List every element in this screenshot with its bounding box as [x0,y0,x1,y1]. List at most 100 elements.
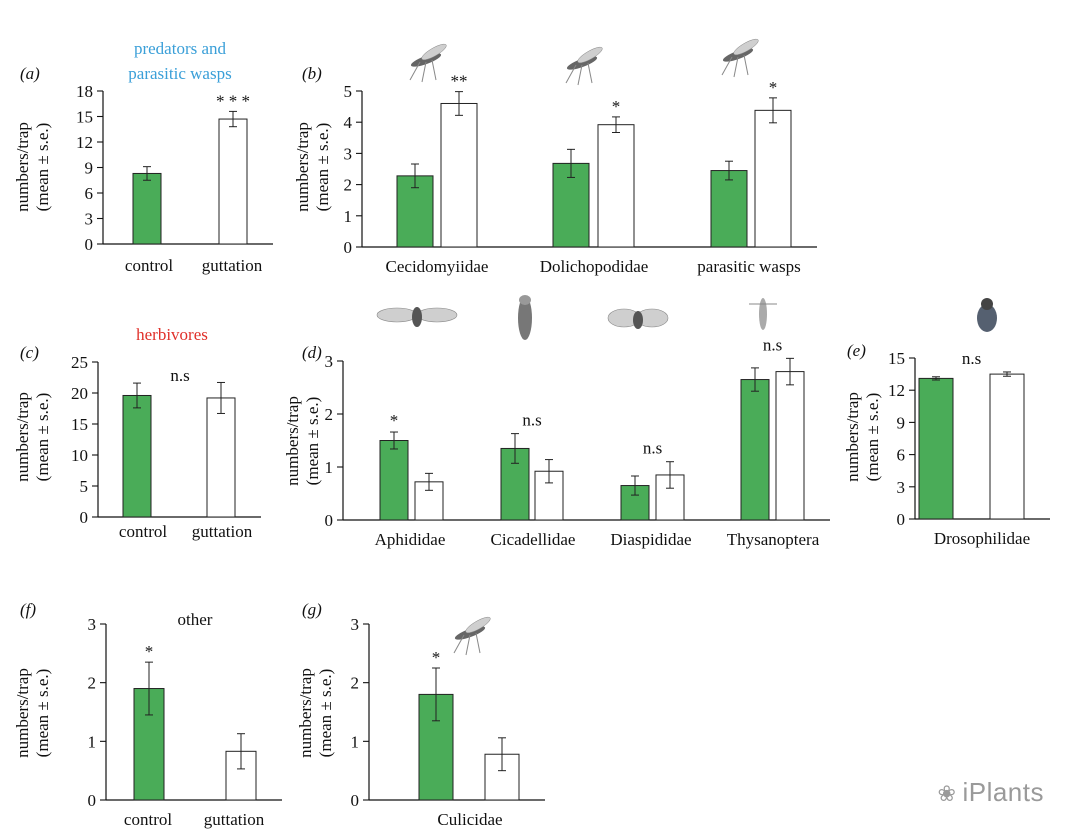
panel-f: (f) other 0 1 2 3 numbers/trap(mean ± s.e.) * co… [13,600,282,829]
leg [431,59,437,81]
bar-guttation [206,397,236,518]
category-label: Drosophilidae [934,529,1030,548]
y-tick-label: 0 [897,510,906,529]
bar-control [132,172,162,245]
category-label: control [125,256,173,275]
leg [453,634,465,654]
y-tick-label: 3 [897,478,906,497]
significance-label: * [432,648,441,667]
panel-label: (g) [302,600,322,619]
wing-left [376,307,418,323]
y-axis-label-line: numbers/trap [283,396,302,486]
panel-heading: herbivores [136,325,208,344]
panel-heading: predators and [134,39,227,58]
bar-guttation [989,373,1025,520]
bar-control [379,440,409,521]
head [981,298,993,310]
panel-label: (d) [302,343,322,362]
wechat-logo-icon: ❀ [937,781,957,806]
mosquito-icon [453,616,491,656]
y-tick-label: 3 [351,615,360,634]
wing [733,38,759,56]
y-axis-label-line: numbers/trap [13,122,32,212]
panel-label: (b) [302,64,322,83]
watermark: ❀ iPlants [938,777,1044,808]
body [518,296,532,340]
y-axis-label: numbers/trap(mean ± s.e.) [13,392,52,482]
category-label: Culicidae [437,810,502,829]
category-label: Dolichopodidae [540,257,649,276]
y-axis-label: numbers/trap(mean ± s.e.) [13,122,52,212]
gall-midge-icon [409,43,447,83]
panel-heading: parasitic wasps [128,64,231,83]
significance-label: * [145,642,154,661]
scale-insect-icon [607,308,669,329]
leg [465,634,471,656]
y-tick-label: 15 [888,349,905,368]
leg [475,632,481,654]
y-tick-label: 9 [85,159,94,178]
y-axis-label-line: (mean ± s.e.) [313,123,332,212]
y-tick-label: 2 [351,674,360,693]
y-tick-label: 10 [71,446,88,465]
y-axis-label-line: numbers/trap [13,668,32,758]
y-axis-label-line: (mean ± s.e.) [33,669,52,758]
panel-label: (c) [20,343,39,362]
leg [733,56,739,78]
significance-label: * [769,78,778,97]
significance-label: n.s [962,349,981,368]
leg [409,61,421,81]
panel-label: (a) [20,64,40,83]
y-tick-label: 3 [85,210,94,229]
y-tick-label: 1 [325,458,334,477]
significance-label: * [390,411,399,430]
panel-e: (e) 0 3 6 9 12 15 numbers/trap(mean ± s.e.) n.s D… [843,298,1050,548]
body [977,304,997,332]
wing [577,46,603,64]
y-axis-label: numbers/trap(mean ± s.e.) [843,392,882,482]
y-tick-label: 2 [344,176,353,195]
significance-label: * * * [216,91,250,110]
y-tick-label: 1 [351,732,360,751]
leg [577,64,583,86]
significance-label: ** [451,72,468,91]
y-tick-label: 5 [80,477,89,496]
y-tick-label: 0 [85,235,94,254]
panel-heading: other [178,610,213,629]
y-tick-label: 15 [71,415,88,434]
category-label: Cicadellidae [491,530,576,549]
y-tick-label: 18 [76,82,93,101]
y-tick-label: 3 [325,352,334,371]
category-label: Diaspididae [610,530,691,549]
y-tick-label: 12 [76,133,93,152]
y-axis-label-line: (mean ± s.e.) [316,669,335,758]
bar-control [122,394,152,518]
long-legged-fly-icon [565,46,603,86]
bar-guttation [775,371,805,521]
wing-right [416,307,458,323]
y-tick-label: 0 [344,238,353,257]
watermark-text: iPlants [962,777,1044,807]
y-axis-label-line: numbers/trap [296,668,315,758]
bar-guttation [597,124,635,248]
body [759,298,767,330]
significance-label: n.s [522,411,541,430]
y-tick-label: 3 [344,144,353,163]
aphid-icon [376,307,458,327]
panel-a: (a) predators and parasitic wasps 0 3 6 9 12 15 1… [13,39,273,275]
category-label: Thysanoptera [727,530,820,549]
y-tick-label: 12 [888,381,905,400]
category-label: control [119,522,167,541]
y-axis-label-line: (mean ± s.e.) [33,123,52,212]
y-tick-label: 2 [325,405,334,424]
category-label: guttation [204,810,265,829]
y-tick-label: 0 [325,511,334,530]
y-tick-label: 4 [344,113,353,132]
y-tick-label: 9 [897,413,906,432]
y-axis-label: numbers/trap(mean ± s.e.) [296,668,335,758]
significance-label: n.s [170,366,189,385]
bar-control [918,377,954,520]
y-axis-label: numbers/trap(mean ± s.e.) [283,396,322,486]
leg [721,56,733,76]
y-axis-label: numbers/trap(mean ± s.e.) [13,668,52,758]
